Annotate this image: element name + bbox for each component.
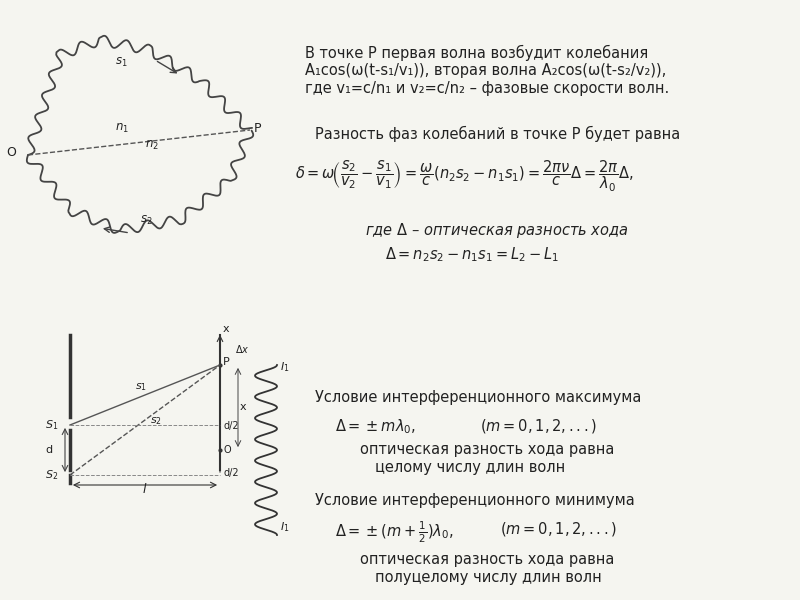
Text: оптическая разность хода равна: оптическая разность хода равна: [360, 442, 614, 457]
Text: $\delta = \omega\!\left(\dfrac{s_2}{v_2}-\dfrac{s_1}{v_1}\right)=\dfrac{\omega}{: $\delta = \omega\!\left(\dfrac{s_2}{v_2}…: [295, 158, 634, 194]
Text: $s_1$: $s_1$: [135, 381, 147, 393]
Text: x: x: [223, 324, 230, 334]
Text: $(m = 0, 1, 2, ...)$: $(m = 0, 1, 2, ...)$: [480, 417, 597, 435]
Text: A₁cos(ω(t-s₁/v₁)), вторая волна A₂cos(ω(t-s₂/v₂)),: A₁cos(ω(t-s₁/v₁)), вторая волна A₂cos(ω(…: [305, 63, 666, 78]
Text: $S_2$: $S_2$: [45, 468, 58, 482]
Text: $s_2$: $s_2$: [150, 415, 162, 427]
Text: $s_1$: $s_1$: [115, 55, 128, 68]
Text: P: P: [254, 121, 262, 134]
Text: d/2: d/2: [224, 421, 240, 431]
Text: целому числу длин волн: целому числу длин волн: [375, 460, 566, 475]
Text: Условие интерференционного максимума: Условие интерференционного максимума: [315, 390, 642, 405]
Text: d: d: [45, 445, 52, 455]
Text: $n_1$: $n_1$: [115, 121, 129, 134]
Text: где v₁=c/n₁ и v₂=c/n₂ – фазовые скорости волн.: где v₁=c/n₁ и v₂=c/n₂ – фазовые скорости…: [305, 81, 670, 96]
Text: O: O: [223, 445, 230, 455]
Text: полуцелому числу длин волн: полуцелому числу длин волн: [375, 570, 602, 585]
Text: Условие интерференционного минимума: Условие интерференционного минимума: [315, 493, 634, 508]
Text: $\Delta= \pm(m + \frac{1}{2})\lambda_0,$: $\Delta= \pm(m + \frac{1}{2})\lambda_0,$: [335, 520, 454, 545]
Text: В точке Р первая волна возбудит колебания: В точке Р первая волна возбудит колебани…: [305, 45, 648, 61]
Text: оптическая разность хода равна: оптическая разность хода равна: [360, 552, 614, 567]
Text: Разность фаз колебаний в точке Р будет равна: Разность фаз колебаний в точке Р будет р…: [315, 126, 680, 142]
Text: O: O: [6, 146, 16, 160]
Text: $I_1$: $I_1$: [280, 520, 290, 534]
Text: P: P: [223, 357, 230, 367]
Text: $n_2$: $n_2$: [145, 139, 159, 152]
Text: $S_1$: $S_1$: [45, 418, 58, 432]
Text: x: x: [240, 403, 246, 413]
Text: $\Delta= \pm m\lambda_0,$: $\Delta= \pm m\lambda_0,$: [335, 417, 416, 436]
Text: $I_1$: $I_1$: [280, 360, 290, 374]
Text: где $\Delta$ – оптическая разность хода: где $\Delta$ – оптическая разность хода: [365, 221, 629, 241]
Text: $l$: $l$: [142, 482, 148, 496]
Text: $\Delta x$: $\Delta x$: [235, 343, 250, 355]
Text: $(m = 0, 1, 2, ...)$: $(m = 0, 1, 2, ...)$: [500, 520, 617, 538]
Text: d/2: d/2: [224, 468, 240, 478]
Text: $\Delta= n_2 s_2 - n_1 s_1 = L_2 - L_1$: $\Delta= n_2 s_2 - n_1 s_1 = L_2 - L_1$: [385, 245, 559, 263]
Text: $s_2$: $s_2$: [140, 214, 153, 227]
